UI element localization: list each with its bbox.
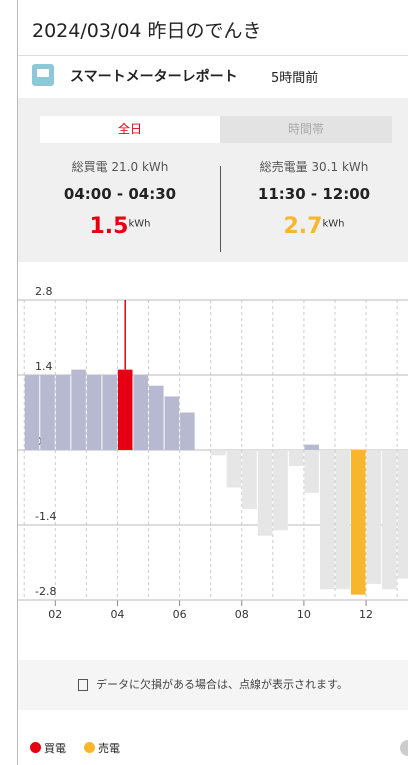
legend-item: 買電: [30, 740, 66, 756]
y-tick-label: 2.8: [35, 285, 53, 298]
card-title: スマートメーターレポート: [70, 69, 238, 85]
x-tick-label: 08: [235, 608, 249, 621]
summary-divider: [220, 166, 221, 252]
unit: kWh: [128, 218, 151, 230]
x-tick-label: 10: [297, 608, 311, 621]
tab[interactable]: 全日: [40, 116, 220, 143]
sell-range: 11:30 - 12:00: [257, 185, 371, 203]
divider: [18, 55, 408, 56]
bar: [180, 412, 195, 450]
bar: [242, 450, 257, 509]
unit: kWh: [322, 218, 345, 230]
page-title: 2024/03/04 昨日のでんき: [32, 20, 262, 42]
card-icon: [32, 64, 54, 86]
tab[interactable]: 時間帯: [220, 116, 392, 143]
bar: [55, 375, 71, 450]
x-tick-label: 12: [359, 608, 373, 621]
x-tick-label: 06: [173, 608, 187, 621]
y-tick-label: 1.4: [35, 360, 53, 373]
value: 1.5: [89, 214, 129, 239]
y-tick-label: -2.8: [35, 585, 56, 598]
buy-range: 04:00 - 04:30: [63, 185, 177, 203]
bar: [397, 450, 408, 579]
legend: 買電 売電: [30, 740, 120, 756]
bar: [71, 369, 86, 450]
legend-item: 売電: [84, 740, 120, 756]
note-icon: [78, 679, 89, 691]
sell-value: 2.7kWh: [220, 214, 408, 239]
bar: [257, 450, 273, 536]
value: 2.7: [283, 214, 323, 239]
sell-total: 総売電量 30.1 kWh: [259, 160, 369, 174]
updated: 5時間前: [271, 71, 319, 86]
bar: [211, 450, 226, 456]
legend-label: 買電: [44, 742, 66, 755]
x-tick-label: 04: [110, 608, 124, 621]
bar: [288, 450, 304, 467]
bar: [117, 369, 133, 450]
bar: [164, 396, 180, 450]
bar: [24, 375, 40, 450]
bar: [351, 450, 366, 595]
y-tick-label: -1.4: [35, 510, 56, 523]
bar: [319, 450, 335, 590]
bar: [102, 375, 117, 450]
bar: [304, 444, 319, 450]
legend-dot: [84, 742, 95, 753]
bar: [366, 450, 382, 584]
bar: [273, 450, 288, 531]
bar: [335, 450, 351, 590]
note-box: データに欠損がある場合は、点線が表示されます。: [18, 660, 408, 710]
bar: [86, 375, 102, 450]
bar: [226, 450, 242, 488]
bar: [149, 385, 164, 450]
bar: [304, 450, 319, 493]
legend-dot: [30, 742, 41, 753]
scroll-handle[interactable]: [400, 740, 408, 756]
bar: [133, 375, 149, 450]
left-border: [17, 0, 18, 765]
bar: [40, 375, 55, 450]
bar: [382, 450, 397, 590]
x-tick-label: 02: [48, 608, 62, 621]
legend-label: 売電: [98, 742, 120, 755]
buy-value: 1.5kWh: [20, 214, 220, 239]
buy-total: 総買電 21.0 kWh: [71, 160, 169, 174]
note: データに欠損がある場合は、点線が表示されます。: [96, 678, 348, 691]
